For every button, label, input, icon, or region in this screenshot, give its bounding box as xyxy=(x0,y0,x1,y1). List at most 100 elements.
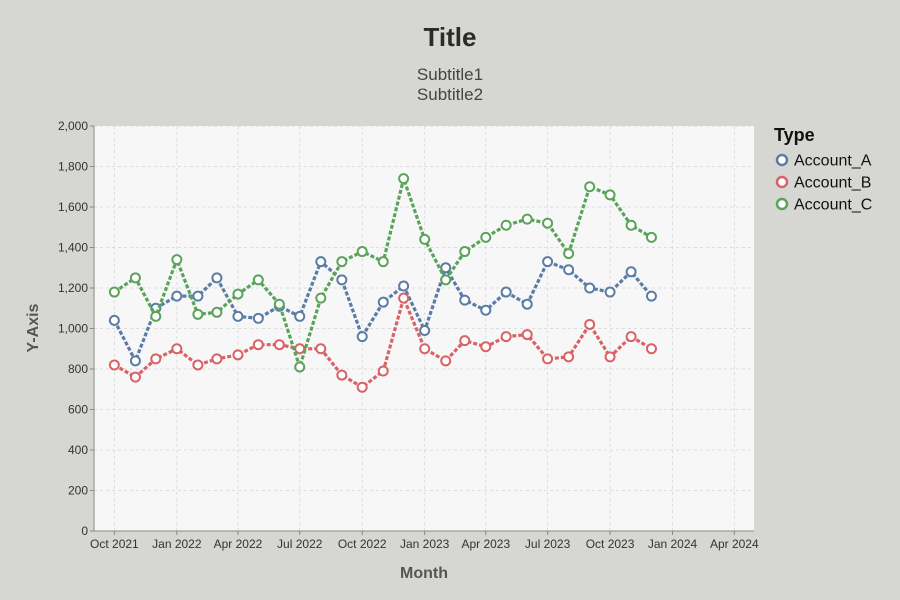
data-point xyxy=(521,298,533,310)
data-point xyxy=(521,213,533,225)
x-tick-label: Apr 2024 xyxy=(710,537,759,551)
series-Account_C xyxy=(108,173,657,373)
data-point xyxy=(150,353,162,365)
chart-subtitle-2: Subtitle2 xyxy=(417,85,483,104)
data-point xyxy=(294,361,306,373)
data-point xyxy=(521,329,533,341)
legend-symbol xyxy=(775,153,789,167)
data-point xyxy=(192,290,204,302)
legend-items: Account_A Account_B Account_C xyxy=(775,153,872,214)
data-point xyxy=(625,266,637,278)
data-point xyxy=(500,331,512,343)
series-line xyxy=(112,258,653,365)
data-point xyxy=(315,292,327,304)
y-tick-label: 200 xyxy=(68,484,88,498)
x-tick-label: Oct 2021 xyxy=(90,537,139,551)
data-point xyxy=(273,298,285,310)
legend-label: Account_C xyxy=(794,197,872,214)
data-point xyxy=(542,256,554,268)
y-tick-label: 400 xyxy=(68,443,88,457)
y-tick-label: 0 xyxy=(81,524,88,538)
data-point xyxy=(232,310,244,322)
data-point xyxy=(336,274,348,286)
data-point xyxy=(315,256,327,268)
data-point xyxy=(563,248,575,260)
data-point xyxy=(377,256,389,268)
legend-item: Account_A xyxy=(775,153,872,170)
data-point xyxy=(356,246,368,258)
x-tick-label: Jul 2022 xyxy=(277,537,323,551)
data-point xyxy=(232,288,244,300)
data-point xyxy=(398,173,410,185)
data-point xyxy=(398,292,410,304)
y-tick-label: 1,200 xyxy=(58,281,88,295)
data-point xyxy=(563,351,575,363)
data-point xyxy=(480,231,492,243)
data-point xyxy=(108,359,120,371)
data-point xyxy=(356,331,368,343)
y-tick-label: 1,400 xyxy=(58,241,88,255)
x-tick-label: Apr 2022 xyxy=(214,537,263,551)
data-point xyxy=(645,231,657,243)
data-point xyxy=(500,219,512,231)
data-point xyxy=(129,371,141,383)
data-point xyxy=(192,359,204,371)
data-point xyxy=(129,272,141,284)
data-point xyxy=(252,274,264,286)
data-point xyxy=(459,294,471,306)
data-point xyxy=(171,254,183,266)
data-point xyxy=(377,296,389,308)
data-point xyxy=(419,343,431,355)
data-point xyxy=(232,349,244,361)
data-point xyxy=(584,318,596,330)
y-tick-label: 1,000 xyxy=(58,322,88,336)
data-point xyxy=(211,306,223,318)
data-point xyxy=(480,341,492,353)
grid-lines xyxy=(94,125,754,531)
data-point xyxy=(604,286,616,298)
data-point xyxy=(252,312,264,324)
data-point xyxy=(584,282,596,294)
data-point xyxy=(150,310,162,322)
data-point xyxy=(356,381,368,393)
data-point xyxy=(336,369,348,381)
data-point xyxy=(419,325,431,337)
data-point xyxy=(108,314,120,326)
data-point xyxy=(108,286,120,298)
legend-label: Account_A xyxy=(794,153,872,170)
data-point xyxy=(252,339,264,351)
data-point xyxy=(440,262,452,274)
x-tick-label: Oct 2022 xyxy=(338,537,387,551)
y-tick-label: 1,600 xyxy=(58,200,88,214)
data-point xyxy=(171,343,183,355)
data-point xyxy=(645,343,657,355)
legend-label: Account_B xyxy=(794,175,871,192)
x-tick-label: Jan 2023 xyxy=(400,537,450,551)
x-axis-title: Month xyxy=(400,565,448,582)
data-point xyxy=(336,256,348,268)
data-point xyxy=(294,310,306,322)
data-point xyxy=(440,274,452,286)
legend: Type Account_A Account_B Account_C xyxy=(774,125,872,214)
data-point xyxy=(419,233,431,245)
data-point xyxy=(480,304,492,316)
y-tick-label: 2,000 xyxy=(58,119,88,133)
data-point xyxy=(563,264,575,276)
data-point xyxy=(273,339,285,351)
data-point xyxy=(500,286,512,298)
axis-ticks: 0 200 400 600 800 1,000 1,200 1,400 1,600 1,800 2,… xyxy=(58,119,759,551)
data-point xyxy=(459,335,471,347)
data-point xyxy=(584,181,596,193)
data-point xyxy=(542,353,554,365)
y-tick-label: 800 xyxy=(68,362,88,376)
data-point xyxy=(398,280,410,292)
series-layer xyxy=(108,173,657,393)
data-point xyxy=(211,272,223,284)
chart-subtitle-1: Subtitle1 xyxy=(417,65,483,84)
x-tick-label: Jan 2024 xyxy=(648,537,698,551)
data-point xyxy=(171,290,183,302)
y-tick-label: 1,800 xyxy=(58,160,88,174)
y-axis-title: Y-Axis xyxy=(25,303,42,352)
legend-title: Type xyxy=(774,125,815,145)
x-tick-label: Apr 2023 xyxy=(461,537,510,551)
